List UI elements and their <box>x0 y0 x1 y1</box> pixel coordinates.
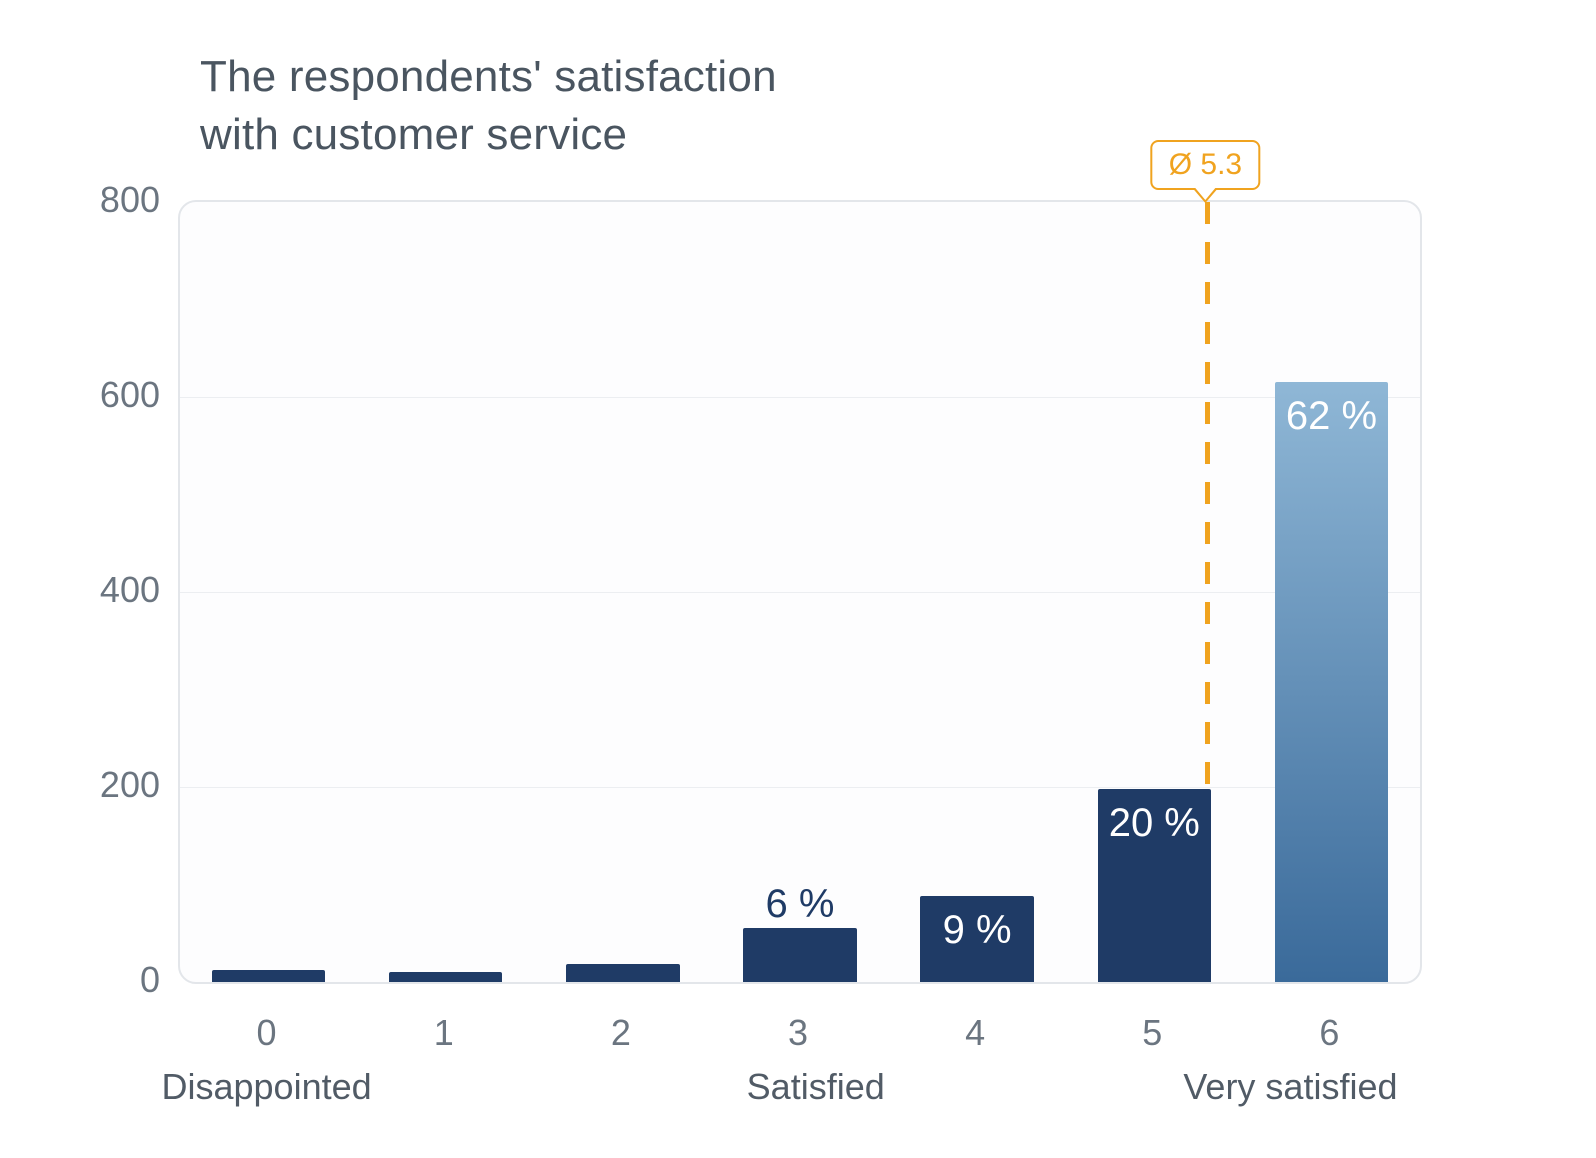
y-tick-label: 400 <box>0 569 160 611</box>
x-tick-label: 1 <box>434 1012 454 1054</box>
x-category-label: Satisfied <box>747 1066 885 1108</box>
x-category-label: Very satisfied <box>1183 1066 1397 1108</box>
bar <box>1275 382 1388 982</box>
x-tick-label: 3 <box>788 1012 808 1054</box>
y-tick-label: 600 <box>0 374 160 416</box>
x-tick-label: 0 <box>257 1012 277 1054</box>
average-indicator-label: Ø 5.3 <box>1169 148 1242 181</box>
bar-percent-label: 6 % <box>766 882 835 927</box>
average-indicator-badge: Ø 5.3 <box>1151 140 1260 190</box>
x-category-label: Disappointed <box>161 1066 371 1108</box>
bar <box>212 970 325 982</box>
satisfaction-bar-chart: The respondents' satisfaction with custo… <box>0 0 1596 1158</box>
bar-percent-label: 9 % <box>943 908 1012 953</box>
y-tick-label: 0 <box>0 959 160 1001</box>
bars-layer: 6 % 9 % 20 % 62 % <box>180 202 1420 982</box>
y-tick-label: 200 <box>0 764 160 806</box>
x-tick-label: 2 <box>611 1012 631 1054</box>
chart-title-line1: The respondents' satisfaction <box>200 48 777 106</box>
x-tick-label: 4 <box>965 1012 985 1054</box>
y-tick-label: 800 <box>0 179 160 221</box>
chart-title: The respondents' satisfaction with custo… <box>200 48 777 164</box>
x-tick-label: 6 <box>1319 1012 1339 1054</box>
bar-percent-label: 62 % <box>1286 394 1377 439</box>
chart-title-line2: with customer service <box>200 106 777 164</box>
bar <box>566 964 679 982</box>
x-tick-label: 5 <box>1142 1012 1162 1054</box>
bar <box>389 972 502 982</box>
plot-area: 6 % 9 % 20 % 62 % <box>178 200 1422 984</box>
bar-percent-label: 20 % <box>1109 801 1200 846</box>
bar <box>743 928 856 982</box>
